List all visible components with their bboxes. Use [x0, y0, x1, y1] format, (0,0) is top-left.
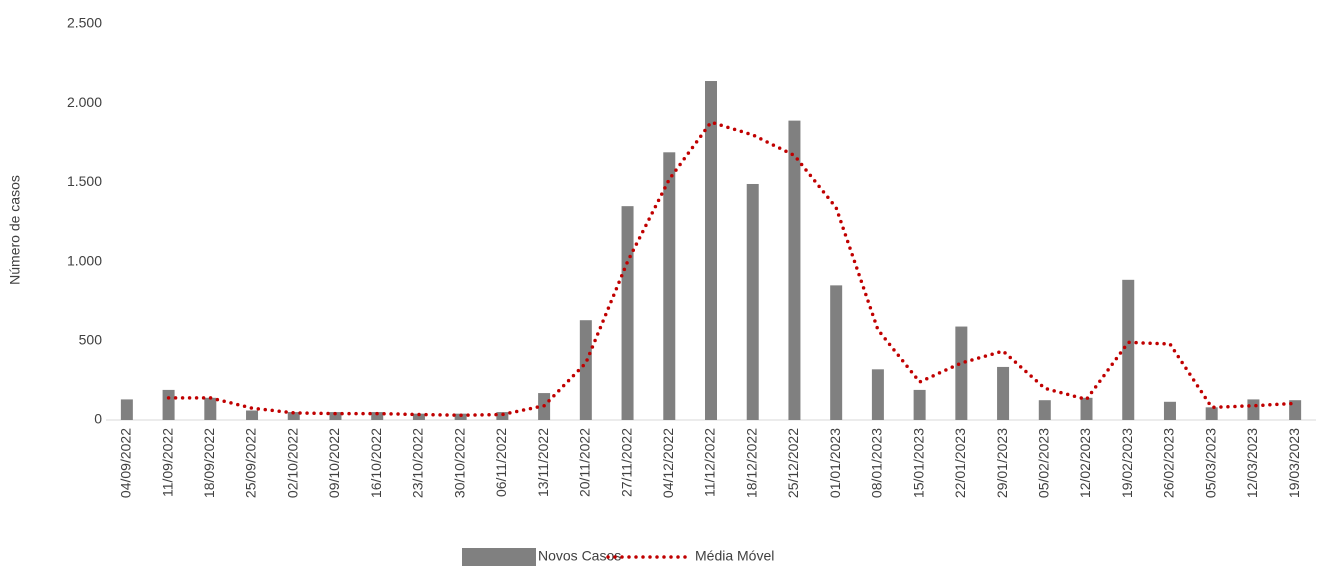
x-tick-label: 19/02/2023: [1119, 428, 1135, 498]
bar: [120, 399, 133, 420]
bar: [663, 152, 676, 420]
x-tick-label: 20/11/2022: [577, 428, 593, 497]
x-tick-label: 27/11/2022: [618, 428, 634, 497]
x-tick-label: 22/01/2023: [952, 428, 968, 498]
x-tick-label: 13/11/2022: [535, 428, 551, 497]
bar: [955, 326, 968, 420]
moving-average-line: [166, 120, 1297, 417]
x-tick-label: 23/10/2022: [410, 428, 426, 498]
bar: [329, 412, 342, 420]
bar: [1122, 279, 1135, 420]
bar: [496, 412, 509, 420]
y-tick-label: 0: [94, 411, 102, 427]
x-tick-label: 25/12/2022: [785, 428, 801, 498]
x-tick-label: 06/11/2022: [493, 428, 509, 497]
legend-label: Novos Casos: [538, 548, 621, 564]
y-tick-label: 500: [79, 332, 103, 348]
bar: [162, 389, 175, 420]
legend-label: Média Móvel: [695, 548, 774, 564]
x-tick-label: 18/12/2022: [743, 428, 759, 498]
x-tick-label: 16/10/2022: [368, 428, 384, 498]
x-tick-label: 25/09/2022: [243, 428, 259, 498]
bar: [621, 206, 634, 420]
bar: [705, 81, 717, 421]
bar: [371, 412, 384, 420]
x-tick-label: 11/12/2022: [702, 428, 718, 497]
bar: [1038, 400, 1051, 420]
x-tick-label: 02/10/2022: [284, 428, 300, 498]
y-tick-label: 1.500: [67, 173, 102, 189]
y-tick-label: 2.000: [67, 94, 102, 110]
x-tick-label: 30/10/2022: [451, 428, 467, 498]
x-tick-label: 18/09/2022: [201, 428, 217, 498]
x-tick-label: 26/02/2023: [1161, 428, 1177, 498]
bar: [1289, 400, 1302, 420]
bar: [788, 120, 801, 421]
x-tick-label: 05/03/2023: [1202, 428, 1218, 498]
bar: [871, 369, 884, 420]
x-tick-label: 08/01/2023: [869, 428, 885, 498]
y-tick-label: 1.000: [67, 252, 102, 268]
bar: [204, 397, 217, 420]
bar: [746, 183, 759, 420]
bar: [246, 410, 259, 420]
bar: [1080, 397, 1093, 420]
bar: [1247, 399, 1260, 420]
bar: [830, 285, 843, 420]
bar: [997, 366, 1010, 420]
x-tick-label: 01/01/2023: [827, 428, 843, 498]
x-tick-label: 09/10/2022: [326, 428, 342, 498]
x-tick-label: 29/01/2023: [994, 428, 1010, 498]
x-tick-label: 19/03/2023: [1286, 428, 1302, 498]
x-tick-label: 04/09/2022: [118, 428, 134, 498]
x-tick-label: 05/02/2023: [1035, 428, 1051, 498]
bar: [913, 389, 926, 420]
bar: [1163, 401, 1176, 420]
legend-swatch: [462, 548, 536, 566]
bar: [412, 413, 425, 420]
bar: [287, 412, 300, 420]
x-tick-label: 15/01/2023: [910, 428, 926, 498]
x-tick-label: 12/02/2023: [1077, 428, 1093, 498]
y-axis-label: Número de casos: [7, 175, 23, 285]
bar: [1205, 407, 1218, 420]
bar: [579, 320, 592, 420]
y-tick-label: 2.500: [67, 15, 102, 31]
x-tick-label: 12/03/2023: [1244, 428, 1260, 498]
x-tick-label: 11/09/2022: [159, 428, 175, 497]
x-tick-label: 04/12/2022: [660, 428, 676, 498]
